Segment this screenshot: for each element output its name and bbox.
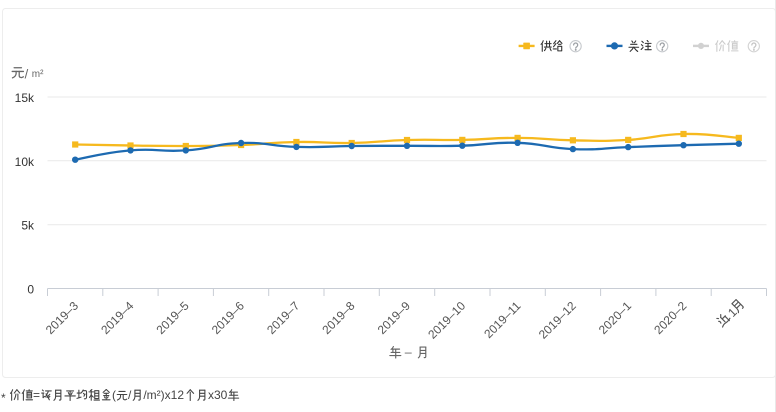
svg-text:=: = (33, 388, 40, 402)
svg-text:10k: 10k (15, 155, 35, 169)
svg-text:m²: m² (32, 69, 44, 80)
svg-text:*: * (1, 391, 6, 405)
svg-text:x30: x30 (208, 388, 228, 402)
svg-text:15k: 15k (15, 91, 35, 105)
svg-text:(: ( (112, 388, 116, 402)
svg-text:–: – (405, 346, 412, 360)
svg-text:0: 0 (27, 283, 34, 297)
svg-text:5k: 5k (21, 219, 35, 233)
svg-text:/: / (25, 67, 29, 82)
svg-text:/m²)x12: /m²)x12 (143, 388, 184, 402)
svg-text:/: / (128, 388, 132, 402)
